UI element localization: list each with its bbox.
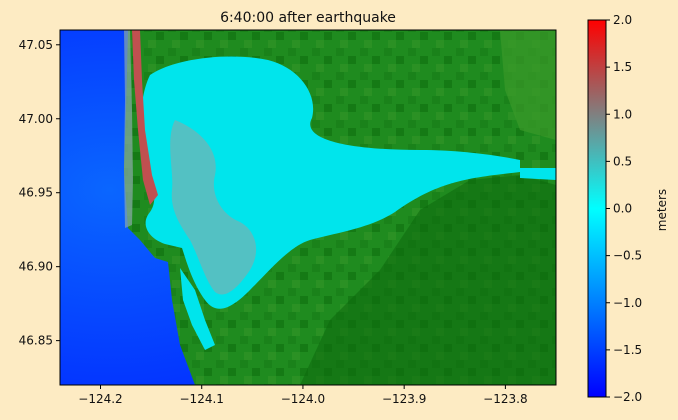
colorbar-tick-label: 2.0 xyxy=(613,13,632,27)
bay-channel xyxy=(520,168,556,180)
colorbar-label: meters xyxy=(655,189,669,231)
colorbar-tick-label: 1.0 xyxy=(613,107,632,121)
x-tick-label: −123.8 xyxy=(483,392,527,406)
inundation-zone xyxy=(132,30,158,205)
x-tick-label: −124.1 xyxy=(180,392,224,406)
y-tick-label: 47.00 xyxy=(19,112,53,126)
land-highlands xyxy=(300,175,556,385)
colorbar-tick-label: −1.5 xyxy=(613,343,642,357)
y-axis: 46.85 46.90 46.95 47.00 47.05 xyxy=(19,38,60,348)
x-tick-label: −124.0 xyxy=(281,392,325,406)
y-tick-label: 46.95 xyxy=(19,186,53,200)
x-axis: −124.2 −124.1 −124.0 −123.9 −123.8 xyxy=(78,385,528,406)
colorbar-tick-label: 0.5 xyxy=(613,154,632,168)
y-tick-label: 46.90 xyxy=(19,260,53,274)
x-tick-label: −123.9 xyxy=(382,392,426,406)
bay-shoal xyxy=(170,120,257,295)
coastal-strip xyxy=(124,30,133,228)
colorbar-tick-label: −2.0 xyxy=(613,390,642,404)
land-east-plateau xyxy=(500,30,556,140)
colorbar-axis: 2.0 1.5 1.0 0.5 0.0 −0.5 −1.0 −1.5 −2.0 xyxy=(606,13,642,404)
plot-frame xyxy=(59,29,557,386)
map-area xyxy=(60,30,556,385)
colorbar-tick-label: 0.0 xyxy=(613,202,632,216)
colorbar xyxy=(587,19,607,398)
chart-title: 6:40:00 after earthquake xyxy=(220,10,396,26)
colorbar-tick-label: −0.5 xyxy=(613,249,642,263)
x-tick-label: −124.2 xyxy=(78,392,122,406)
bay-south-arm xyxy=(180,268,215,350)
y-tick-label: 46.85 xyxy=(19,334,53,348)
colorbar-tick-label: −1.0 xyxy=(613,296,642,310)
y-tick-label: 47.05 xyxy=(19,38,53,52)
colorbar-tick-label: 1.5 xyxy=(613,60,632,74)
